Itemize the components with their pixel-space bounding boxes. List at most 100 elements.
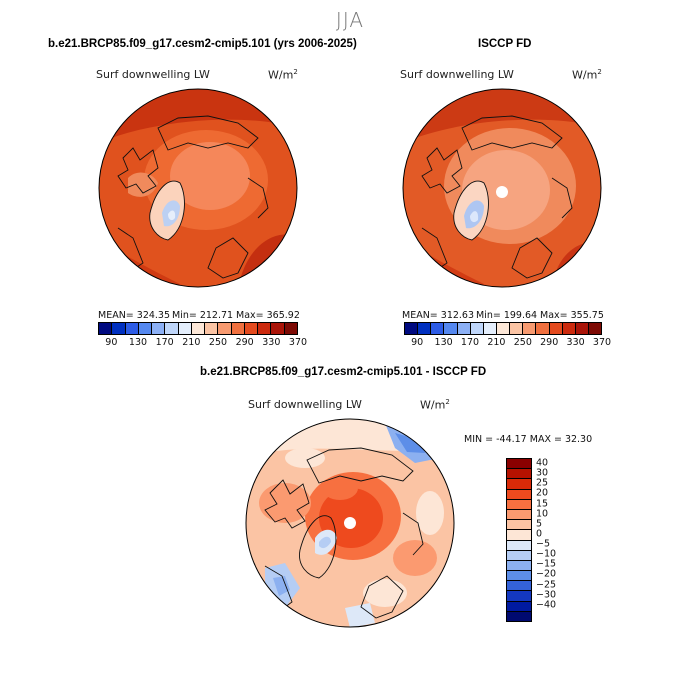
panel1-colorbar-swatch [244,323,259,334]
panel2-mean-label: MEAN= 312.63 [402,310,475,321]
panel1-colorbar-tick-label: 170 [155,337,174,348]
panel3-colorbar-swatch [507,571,531,582]
panel3-colorbar-swatch [507,560,531,572]
panel1-colorbar-swatch [191,323,206,334]
panel2-units-label: W/m2 [572,68,602,82]
panel3-colorbar-tick-label: −40 [536,599,557,611]
panel1-polar-map [98,88,298,288]
panel3-colorbar-swatch [507,520,531,531]
panel3-range-label: MIN = -44.17 MAX = 32.30 [464,434,593,445]
panel1-colorbar-swatch [205,323,219,334]
panel1-max-label: Max= 365.92 [236,310,300,321]
panel1-colorbar-swatch [258,323,272,334]
panel3-colorbar-swatch [507,509,531,521]
panel2-colorbar-swatch [405,323,419,334]
panel3-colorbar-swatch [507,550,531,561]
panel2-colorbar-swatch [444,323,458,334]
panel3-colorbar-swatch [507,540,531,551]
panel3-colorbar-tick-label: −15 [536,558,557,570]
panel2-colorbar-swatch [457,323,471,334]
panel2-colorbar-ticks: 90 130 170 210 250 290 330 370 [404,337,611,349]
panel1-colorbar-ticks: 90 130 170 210 250 290 330 370 [98,337,307,349]
panel3-colorbar-swatch [507,459,531,470]
panel1-colorbar-swatch [271,323,285,334]
panel2-pole-hole [496,186,508,198]
panel3-colorbar-swatch [507,601,531,612]
panel1-units-label: W/m2 [268,68,298,82]
panel3-colorbar-tick-label: −20 [536,568,557,580]
panel3-colorbar [506,458,532,622]
panel1-colorbar-tick-label: 250 [208,337,228,348]
panel1-colorbar-swatch [218,323,232,334]
panel3-variable-label: Surf downwelling LW [248,398,362,411]
panel3-colorbar-tick-label: 15 [536,498,549,510]
panel2-colorbar-swatch [523,323,537,334]
panel3-pole-hole [344,517,356,529]
panel2-colorbar-swatch [470,323,484,334]
panel2-title: ISCCP FD [478,38,532,50]
panel1-colorbar-swatch [99,323,113,334]
panel1-colorbar [98,322,298,335]
panel1-colorbar-swatch [165,323,179,334]
panel3-colorbar-tick-label: 0 [536,528,543,540]
panel1-colorbar-tick-label: 90 [105,337,118,348]
panel1-mean-label: MEAN= 324.35 [98,310,171,321]
panel3-title: b.e21.BRCP85.f09_g17.cesm2-cmip5.101 - I… [200,366,487,378]
panel2-colorbar-tick-label: 330 [566,337,585,348]
panel1-colorbar-tick-label: 330 [262,337,281,348]
panel3-colorbar-swatch [507,489,531,500]
panel1-colorbar-swatch [138,323,153,334]
panel1-colorbar-tick-label: 130 [128,337,148,348]
panel3-colorbar-swatch [507,581,531,592]
panel3-colorbar-swatch [507,591,531,602]
panel1-colorbar-swatch [112,323,126,334]
panel3-colorbar-swatch [507,611,531,621]
panel2-colorbar-swatch [588,323,602,334]
panel3-colorbar-tick-label: 20 [536,487,549,499]
panel3-colorbar-tick-label: 25 [536,477,549,489]
panel1-variable-label: Surf downwelling LW [96,68,210,81]
panel2-colorbar-swatch [536,323,550,334]
panel3-colorbar-tick-label: −30 [536,589,557,601]
panel1-title: b.e21.BRCP85.f09_g17.cesm2-cmip5.101 (yr… [48,38,357,50]
panel3-colorbar-swatch [507,479,531,490]
panel1-colorbar-tick-label: 210 [182,337,201,348]
panel2-colorbar-swatch [562,323,576,334]
panel2-variable-label: Surf downwelling LW [400,68,514,81]
panel2-colorbar-swatch [483,323,497,334]
panel2-min-label: Min= 199.64 [476,310,538,321]
panel1-colorbar-swatch [125,323,139,334]
panel3-colorbar-tick-label: −10 [536,548,557,560]
panel3-units-label: W/m2 [420,398,450,412]
panel3-colorbar-swatch [507,469,531,480]
panel1-colorbar-swatch [284,323,297,334]
panel2-colorbar-tick-label: 290 [540,337,559,348]
panel3-colorbar-swatch [507,499,531,510]
panel1-colorbar-swatch [152,323,166,334]
panel1-colorbar-tick-label: 370 [288,337,308,348]
panel1-colorbar-swatch [231,323,245,334]
panel3-colorbar-ticks: 40 30 25 20 15 10 5 0 −5 −10 −15 −20 −25 −30 −40 [536,458,576,620]
season-title: JJA [335,8,365,32]
panel2-colorbar-swatch [549,323,563,334]
panel2-colorbar [404,322,602,335]
panel2-polar-map [402,88,602,288]
panel3-colorbar-tick-label: 10 [536,508,549,520]
panel2-colorbar-tick-label: 250 [513,337,532,348]
panel2-colorbar-swatch [575,323,589,334]
panel3-colorbar-tick-label: −25 [536,579,557,591]
panel3-colorbar-tick-label: 40 [536,457,549,469]
panel2-colorbar-swatch [496,323,511,334]
panel2-colorbar-tick-label: 170 [460,337,480,348]
panel3-colorbar-swatch [507,530,531,541]
panel2-colorbar-tick-label: 90 [411,337,424,348]
panel3-colorbar-tick-label: −5 [536,538,551,550]
panel3-polar-map [245,418,455,628]
panel2-colorbar-swatch [510,323,524,334]
panel2-colorbar-swatch [431,323,445,334]
panel1-colorbar-tick-label: 290 [235,337,254,348]
panel2-colorbar-swatch [418,323,432,334]
panel2-colorbar-tick-label: 370 [592,337,612,348]
panel2-colorbar-tick-label: 130 [434,337,453,348]
panel1-min-label: Min= 212.71 [172,310,234,321]
